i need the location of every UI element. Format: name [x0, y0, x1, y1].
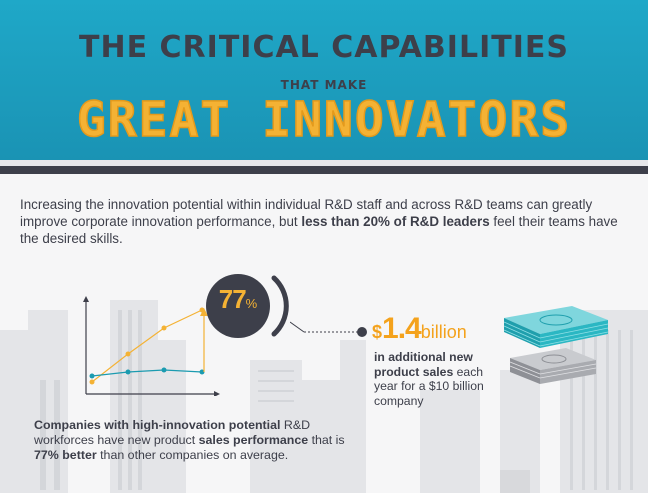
billion-description: in additional new product sales each yea… — [374, 350, 504, 408]
intro-text-bold: less than 20% of R&D leaders — [301, 214, 490, 229]
title-line-2: THAT MAKE — [280, 78, 368, 92]
percent-ring — [206, 274, 289, 338]
billion-stat: $1.4billion — [372, 312, 467, 346]
intro-text-2: feel their teams have the desired skills… — [20, 214, 618, 246]
companies-text-1: R&D workforces have new product — [34, 418, 311, 447]
companies-bold-3: 77% better — [34, 448, 97, 462]
companies-bold-1: Companies with high-innovation potential — [34, 418, 281, 432]
billion-unit: billion — [420, 322, 467, 342]
title-line-3: GREAT INNOVATORS — [76, 91, 572, 149]
intro-text-1: Increasing the innovation potential with… — [20, 197, 593, 229]
companies-text-3: than other companies on average. — [96, 448, 289, 462]
title-line-1: THE CRITICAL CAPABILITIES — [79, 30, 569, 65]
line-chart-icon — [83, 296, 220, 396]
money-stack-icon — [503, 306, 609, 384]
billion-desc-rest: each year for a $10 billion company — [374, 364, 484, 408]
connector-line — [290, 321, 367, 337]
companies-bold-2: sales performance — [198, 433, 309, 447]
header-banner: THE CRITICAL CAPABILITIES THAT MAKE GREA… — [0, 0, 648, 160]
header-divider-light — [0, 160, 648, 166]
percent-number: 77 — [218, 284, 247, 314]
percent-stat: 77% — [206, 284, 270, 315]
billion-amount: 1.4 — [382, 312, 422, 345]
billion-desc-bold: in additional new product sales — [374, 350, 473, 379]
header-divider-dark — [0, 166, 648, 174]
billion-dollar-sign: $ — [372, 322, 383, 342]
percent-sign: % — [245, 296, 258, 311]
companies-text-2: that is — [308, 433, 345, 447]
companies-description: Companies with high-innovation potential… — [34, 418, 346, 463]
dot-icon — [357, 327, 367, 337]
intro-paragraph: Increasing the innovation potential with… — [20, 196, 632, 247]
